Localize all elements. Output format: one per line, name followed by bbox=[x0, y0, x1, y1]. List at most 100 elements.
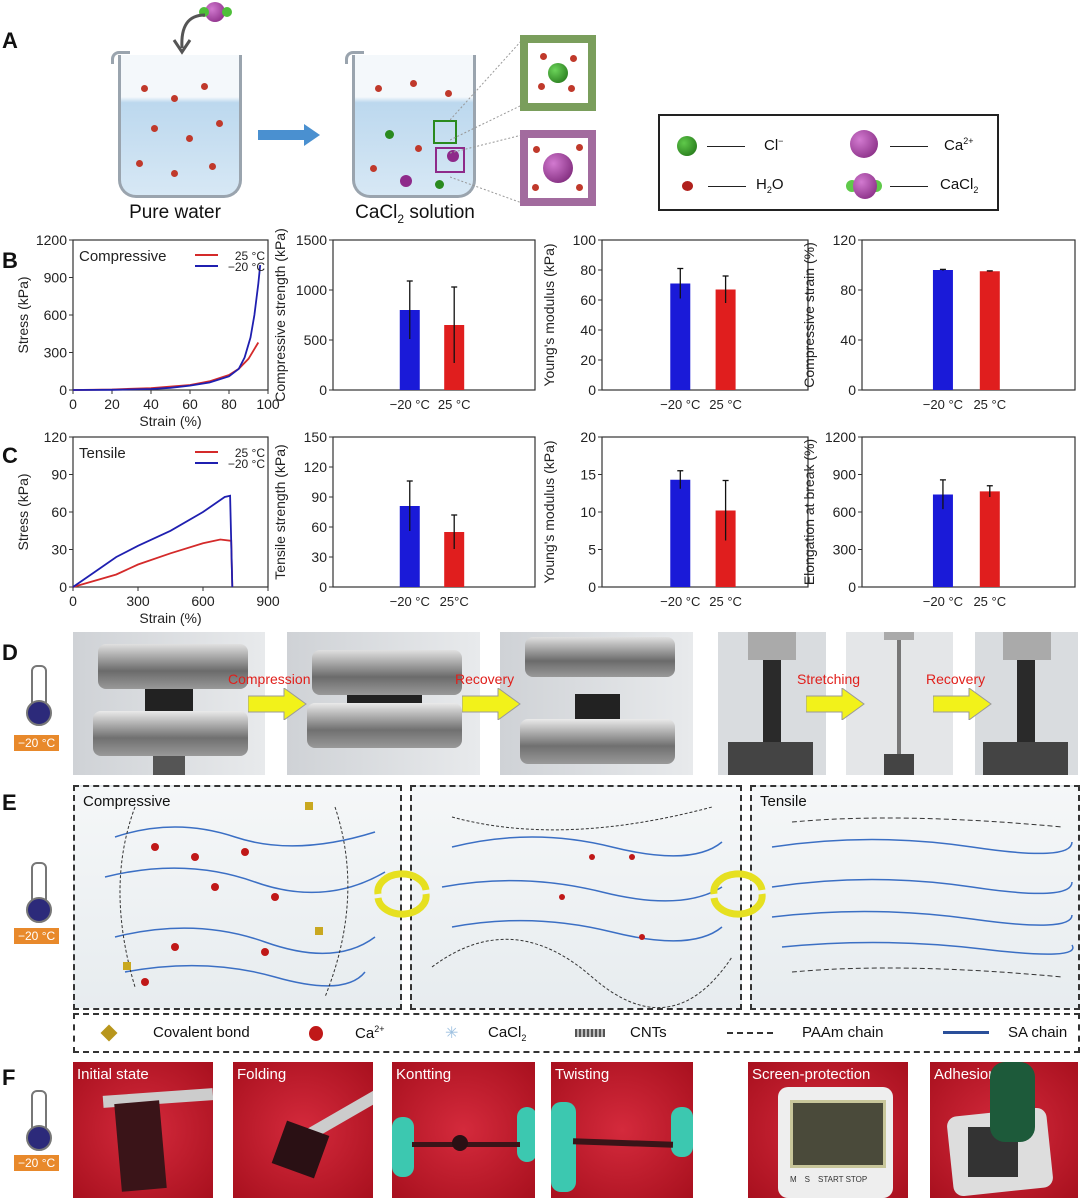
photo-compression-recovered bbox=[500, 632, 693, 775]
bar-1 bbox=[979, 491, 1000, 587]
category-label: −20 °C bbox=[923, 594, 963, 609]
y-tick-label: 80 bbox=[840, 282, 856, 298]
ca-ion-icon bbox=[850, 130, 878, 158]
photo-screen-protection: Screen-protection MSSTART STOP bbox=[748, 1062, 908, 1198]
y-tick-label: 300 bbox=[833, 542, 857, 558]
y-axis-label: Compressive strain (%) bbox=[801, 242, 817, 387]
category-label: −20 °C bbox=[660, 397, 700, 412]
y-tick-label: 1200 bbox=[36, 232, 67, 248]
covalent-bond-icon bbox=[100, 1024, 118, 1042]
photo-knotting: Kontting bbox=[392, 1062, 535, 1198]
ca-ion-icon bbox=[309, 1026, 323, 1041]
y-tick-label: 0 bbox=[319, 382, 327, 398]
category-label: −20 °C bbox=[390, 397, 430, 412]
panel-label-b: B bbox=[2, 248, 18, 273]
label-recovery-tensile: Recovery bbox=[926, 671, 986, 687]
y-axis-label: Tensile strength (kPa) bbox=[272, 444, 288, 579]
panel-label-a: A bbox=[2, 28, 18, 53]
x-tick-label: 0 bbox=[69, 593, 77, 609]
y-tick-label: 900 bbox=[44, 270, 68, 286]
series-line-1 bbox=[72, 494, 234, 588]
x-tick-label: 80 bbox=[221, 396, 237, 412]
y-tick-label: 500 bbox=[304, 332, 328, 348]
b4-plot-frame bbox=[861, 239, 1076, 391]
photo-adhesion: Adhesion bbox=[930, 1062, 1078, 1198]
network-initial bbox=[410, 785, 742, 1010]
y-axis-label: Compressive strength (kPa) bbox=[272, 228, 288, 402]
x-tick-label: 100 bbox=[256, 396, 280, 412]
legend-ca: Ca2+ bbox=[944, 136, 974, 154]
cacl2-molecule-icon bbox=[205, 2, 225, 22]
zoom-guide-lines bbox=[450, 39, 523, 204]
beaker2-caption: CaCl2 solution bbox=[355, 202, 475, 226]
beaker-pure-water bbox=[111, 51, 242, 198]
photo-twisting: Twisting bbox=[551, 1062, 693, 1198]
y-tick-label: 1000 bbox=[296, 282, 327, 298]
x-tick-label: 0 bbox=[69, 396, 77, 412]
curved-arrow-icon bbox=[172, 13, 206, 55]
solid-line-icon bbox=[943, 1031, 989, 1034]
y-axis-label: Stress (kPa) bbox=[15, 276, 31, 353]
temperature-label: −20 °C bbox=[14, 735, 60, 751]
category-label: −20 °C bbox=[660, 594, 700, 609]
label-stretching: Stretching bbox=[797, 671, 861, 687]
label-compression: Compression bbox=[228, 671, 311, 687]
y-tick-label: 60 bbox=[51, 504, 67, 520]
y-tick-label: 0 bbox=[59, 579, 67, 595]
legend-cl: Cl− bbox=[764, 136, 784, 154]
label-recovery: Recovery bbox=[455, 671, 515, 687]
panel-label-c: C bbox=[2, 443, 18, 468]
legend-label-1: −20 °C bbox=[228, 457, 265, 471]
category-label: 25 °C bbox=[438, 397, 471, 412]
yellow-arrow-icon bbox=[248, 688, 307, 720]
series-line-0 bbox=[72, 538, 234, 588]
y-tick-label: 5 bbox=[588, 542, 596, 558]
panel-label-e: E bbox=[2, 790, 17, 815]
x-axis-label: Strain (%) bbox=[139, 413, 201, 429]
temperature-label: −20 °C bbox=[14, 928, 60, 944]
b2-plot-frame bbox=[332, 239, 536, 391]
y-tick-label: 0 bbox=[848, 579, 856, 595]
right-arrow-icon bbox=[258, 124, 320, 146]
chart-annotation: Compressive bbox=[79, 248, 167, 265]
y-tick-label: 300 bbox=[44, 345, 68, 361]
network-legend: Covalent bond Ca2+ ✳ CaCl2 CNTs PAAm cha… bbox=[73, 1013, 1080, 1053]
yellow-arrow-icon bbox=[806, 688, 865, 720]
photo-initial-state: Initial state bbox=[73, 1062, 213, 1198]
cycle-arrows-icon bbox=[374, 870, 430, 918]
c3-plot-frame bbox=[601, 436, 809, 588]
series-line-1 bbox=[72, 264, 262, 391]
dashed-line-icon bbox=[727, 1032, 773, 1034]
bar-1 bbox=[715, 289, 736, 390]
molecule-legend: Cl− Ca2+ H2O CaCl2 bbox=[658, 114, 999, 211]
category-label: −20 °C bbox=[390, 594, 430, 609]
y-tick-label: 40 bbox=[840, 332, 856, 348]
legend-label-0: 25 °C bbox=[235, 446, 265, 460]
y-tick-label: 900 bbox=[833, 467, 857, 483]
y-tick-label: 600 bbox=[833, 504, 857, 520]
panel-label-d: D bbox=[2, 640, 18, 665]
y-tick-label: 20 bbox=[580, 429, 596, 445]
legend-cacl2: CaCl2 bbox=[940, 176, 979, 195]
temperature-label: −20 °C bbox=[14, 1155, 60, 1171]
y-axis-label: Stress (kPa) bbox=[15, 473, 31, 550]
y-tick-label: 0 bbox=[588, 382, 596, 398]
x-tick-label: 600 bbox=[191, 593, 215, 609]
category-label: 25 °C bbox=[709, 594, 742, 609]
category-label: 25°C bbox=[440, 594, 469, 609]
chart-annotation: Tensile bbox=[79, 445, 126, 462]
y-axis-label: Young's modulus (kPa) bbox=[541, 243, 557, 386]
y-tick-label: 30 bbox=[311, 549, 327, 565]
y-tick-label: 1200 bbox=[825, 429, 856, 445]
category-label: −20 °C bbox=[923, 397, 963, 412]
bar-0 bbox=[670, 479, 691, 587]
yellow-arrow-icon bbox=[933, 688, 992, 720]
y-tick-label: 120 bbox=[833, 232, 857, 248]
y-tick-label: 0 bbox=[59, 382, 67, 398]
c2-plot-frame bbox=[332, 436, 536, 588]
photo-compression-initial bbox=[73, 632, 265, 775]
y-tick-label: 90 bbox=[311, 489, 327, 505]
y-tick-label: 150 bbox=[304, 429, 328, 445]
